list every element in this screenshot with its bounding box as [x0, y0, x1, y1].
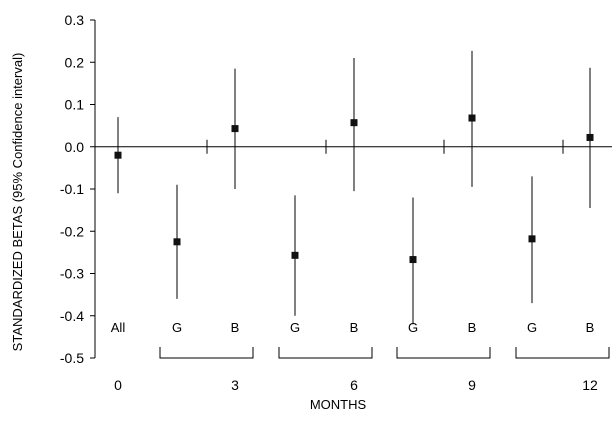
- data-point: [410, 256, 417, 263]
- month-bracket: [160, 347, 253, 358]
- group-label: G: [408, 320, 418, 335]
- group-label: G: [172, 320, 182, 335]
- month-bracket: [516, 347, 609, 358]
- data-point: [115, 152, 122, 159]
- y-tick-label: 0.3: [65, 12, 85, 28]
- group-label: G: [290, 320, 300, 335]
- group-label: All: [111, 320, 126, 335]
- month-bracket: [279, 347, 372, 358]
- month-bracket: [397, 347, 490, 358]
- group-label: B: [586, 320, 595, 335]
- y-tick-label: 0.2: [65, 54, 85, 70]
- data-point: [292, 252, 299, 259]
- x-tick-label: 0: [114, 377, 122, 393]
- x-tick-label: 9: [468, 377, 476, 393]
- group-label: B: [350, 320, 359, 335]
- y-tick-label: -0.1: [60, 181, 84, 197]
- y-tick-label: -0.2: [60, 223, 84, 239]
- data-point: [529, 235, 536, 242]
- y-tick-label: -0.4: [60, 308, 84, 324]
- data-point: [174, 238, 181, 245]
- group-label: B: [468, 320, 477, 335]
- axes: 0.3 0.2 0.1 0.0 -0.1 -0.2 -0.3 -0.4 -0.5 0 3 6 9 12: [60, 12, 612, 393]
- x-tick-label: 3: [231, 377, 239, 393]
- y-tick-label: -0.3: [60, 266, 84, 282]
- y-axis-label: STANDARDIZED BETAS (95% Confidence inter…: [10, 53, 25, 352]
- group-label: B: [231, 320, 240, 335]
- y-tick-label: -0.5: [60, 350, 84, 366]
- y-tick-label: 0.0: [65, 139, 85, 155]
- x-tick-label: 6: [350, 377, 358, 393]
- y-tick-label: 0.1: [65, 97, 85, 113]
- data-point: [587, 134, 594, 141]
- data-point: [232, 125, 239, 132]
- data-point: [469, 115, 476, 122]
- group-label: G: [527, 320, 537, 335]
- data-point: [351, 119, 358, 126]
- chart-marks: All G B G B G B G B: [111, 51, 595, 335]
- x-axis-label: MONTHS: [310, 397, 367, 412]
- x-tick-label: 12: [582, 377, 598, 393]
